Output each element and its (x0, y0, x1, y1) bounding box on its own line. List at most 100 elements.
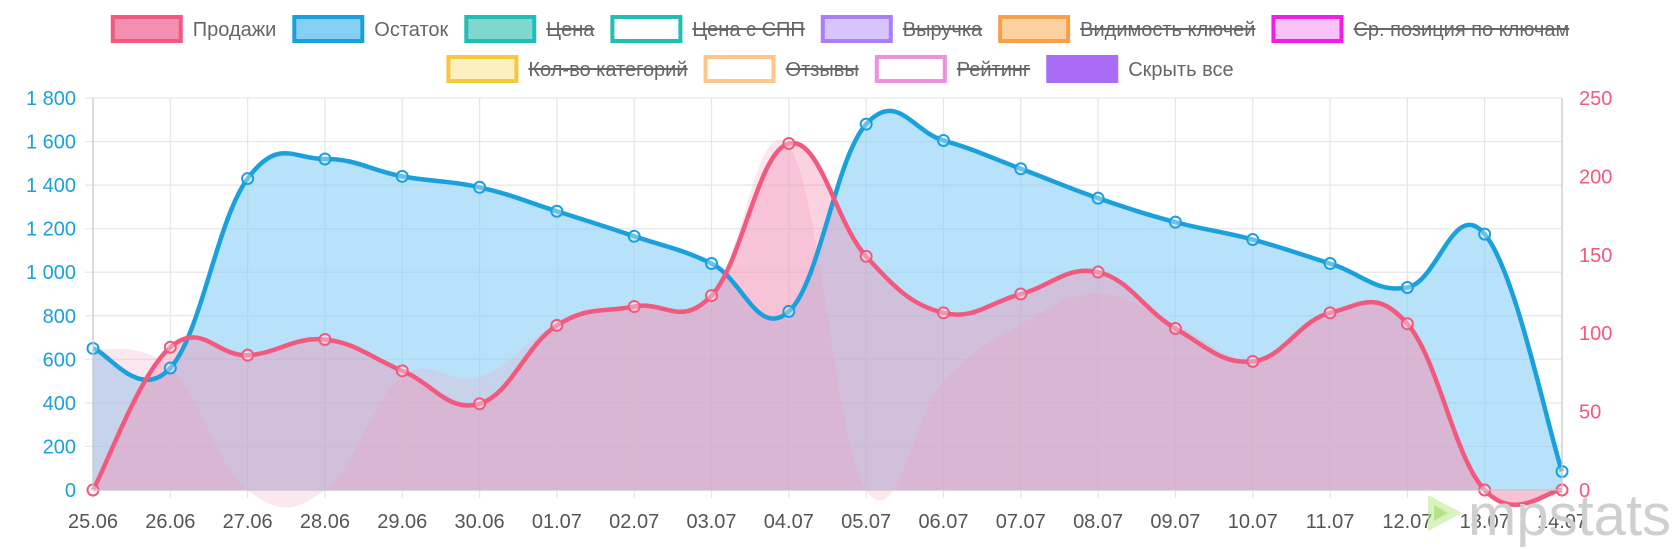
legend-item[interactable]: Ср. позиция по ключам (1271, 15, 1570, 43)
x-tick-label: 27.06 (223, 511, 273, 533)
x-tick-label: 05.07 (841, 511, 891, 533)
legend-item[interactable]: Цена (464, 15, 595, 43)
legend-item[interactable]: Цена с СПП (610, 15, 805, 43)
x-tick-label: 11.07 (1306, 511, 1355, 533)
x-tick-label: 25.06 (68, 511, 118, 533)
data-point-prodazhi[interactable] (1168, 321, 1182, 335)
data-point-ostatok[interactable] (936, 133, 950, 147)
legend-item[interactable]: Видимость ключей (998, 15, 1256, 43)
legend-swatch[interactable] (703, 55, 776, 83)
data-point-prodazhi[interactable] (318, 332, 332, 346)
data-point-prodazhi[interactable] (241, 348, 255, 362)
y-tick-label-right: 150 (1579, 245, 1612, 267)
legend-swatch[interactable] (998, 15, 1071, 43)
data-point-ostatok[interactable] (705, 257, 719, 271)
series-points (86, 117, 1569, 497)
x-tick-label: 12.07 (1382, 511, 1432, 533)
legend-swatch[interactable] (464, 15, 537, 43)
y-tick-label-right: 100 (1579, 323, 1612, 345)
x-tick-label: 03.07 (686, 511, 736, 533)
legend-label[interactable]: Продажи (193, 19, 277, 41)
legend-label[interactable]: Скрыть все (1128, 59, 1233, 81)
data-point-prodazhi[interactable] (627, 300, 641, 314)
data-point-ostatok[interactable] (163, 361, 177, 375)
hidden-series-area (93, 139, 1562, 508)
data-point-prodazhi[interactable] (1246, 354, 1260, 368)
data-point-prodazhi[interactable] (163, 340, 177, 354)
data-point-prodazhi[interactable] (1323, 306, 1337, 320)
legend-swatch[interactable] (820, 15, 893, 43)
legend-item[interactable]: Продажи (110, 15, 277, 43)
series-areas (93, 110, 1562, 508)
x-tick-label: 30.06 (455, 511, 505, 533)
legend-label[interactable]: Остаток (374, 19, 448, 41)
legend-swatch[interactable] (446, 55, 519, 83)
data-point-ostatok[interactable] (241, 172, 255, 186)
y-tick-label-left: 400 (43, 393, 76, 415)
legend: Продажи Остаток Цена Цена с СПП Выручка Видим… (110, 15, 1570, 83)
legend-item[interactable]: Отзывы (703, 55, 859, 83)
data-point-prodazhi[interactable] (1400, 317, 1414, 331)
data-point-ostatok[interactable] (1478, 227, 1492, 241)
y-tick-label-right: 200 (1579, 166, 1612, 188)
legend-item[interactable]: Выручка (820, 15, 983, 43)
watermark: mpstats (1428, 483, 1671, 548)
x-tick-label: 26.06 (145, 511, 195, 533)
watermark-logo-icon-secondary (1434, 505, 1448, 521)
data-point-ostatok[interactable] (318, 152, 332, 166)
legend-swatch[interactable] (292, 15, 365, 43)
data-point-prodazhi[interactable] (395, 364, 409, 378)
legend-swatch[interactable] (110, 15, 183, 43)
y-tick-label-left: 200 (43, 436, 76, 458)
x-tick-label: 01.07 (532, 511, 582, 533)
data-point-prodazhi[interactable] (1091, 265, 1105, 279)
data-point-ostatok[interactable] (782, 304, 796, 318)
data-point-ostatok[interactable] (1014, 162, 1028, 176)
x-tick-label: 13.07 (1460, 511, 1510, 533)
series-line-ostatok (92, 108, 1565, 473)
y-tick-label-left: 1 000 (26, 262, 76, 284)
legend-swatch[interactable] (1046, 55, 1119, 83)
series-area-ostatok (93, 110, 1562, 491)
data-point-prodazhi[interactable] (782, 136, 796, 150)
data-point-prodazhi[interactable] (473, 397, 487, 411)
data-point-ostatok[interactable] (473, 180, 487, 194)
data-point-ostatok[interactable] (550, 204, 564, 218)
legend-swatch[interactable] (874, 55, 947, 83)
data-point-ostatok[interactable] (1091, 191, 1105, 205)
x-tick-label: 10.07 (1228, 511, 1278, 533)
y-tick-label-right: 250 (1579, 88, 1612, 110)
legend-item[interactable]: Рейтинг (874, 55, 1031, 83)
x-tick-label: 07.07 (996, 511, 1046, 533)
data-point-ostatok[interactable] (1168, 215, 1182, 229)
x-tick-label: 29.06 (377, 511, 427, 533)
y-tick-label-left: 1 400 (26, 175, 76, 197)
legend-swatch[interactable] (610, 15, 683, 43)
data-point-ostatok[interactable] (627, 229, 641, 243)
y-tick-label-left: 1 200 (26, 219, 76, 241)
x-tick-label: 28.06 (300, 511, 350, 533)
data-point-ostatok[interactable] (1246, 233, 1260, 247)
data-point-ostatok[interactable] (1323, 257, 1337, 271)
data-point-ostatok[interactable] (859, 117, 873, 131)
y-tick-label-left: 800 (43, 306, 76, 328)
y-tick-label-left: 1 800 (26, 88, 76, 110)
x-tick-label: 02.07 (609, 511, 659, 533)
y-tick-label-left: 1 600 (26, 132, 76, 154)
series-area-prodazhi (93, 142, 1562, 505)
data-point-prodazhi[interactable] (936, 306, 950, 320)
data-point-prodazhi[interactable] (550, 318, 564, 332)
data-point-ostatok[interactable] (1400, 280, 1414, 294)
legend-item[interactable]: Кол-во категорий (446, 55, 688, 83)
x-tick-label: 08.07 (1073, 511, 1123, 533)
legend-item[interactable]: Скрыть все (1046, 55, 1234, 83)
y-tick-label-left: 600 (43, 349, 76, 371)
legend-item[interactable]: Остаток (292, 15, 449, 43)
data-point-prodazhi[interactable] (859, 249, 873, 263)
legend-swatch[interactable] (1271, 15, 1344, 43)
data-point-prodazhi[interactable] (1014, 287, 1028, 301)
data-point-prodazhi[interactable] (705, 289, 719, 303)
data-point-ostatok[interactable] (395, 169, 409, 183)
